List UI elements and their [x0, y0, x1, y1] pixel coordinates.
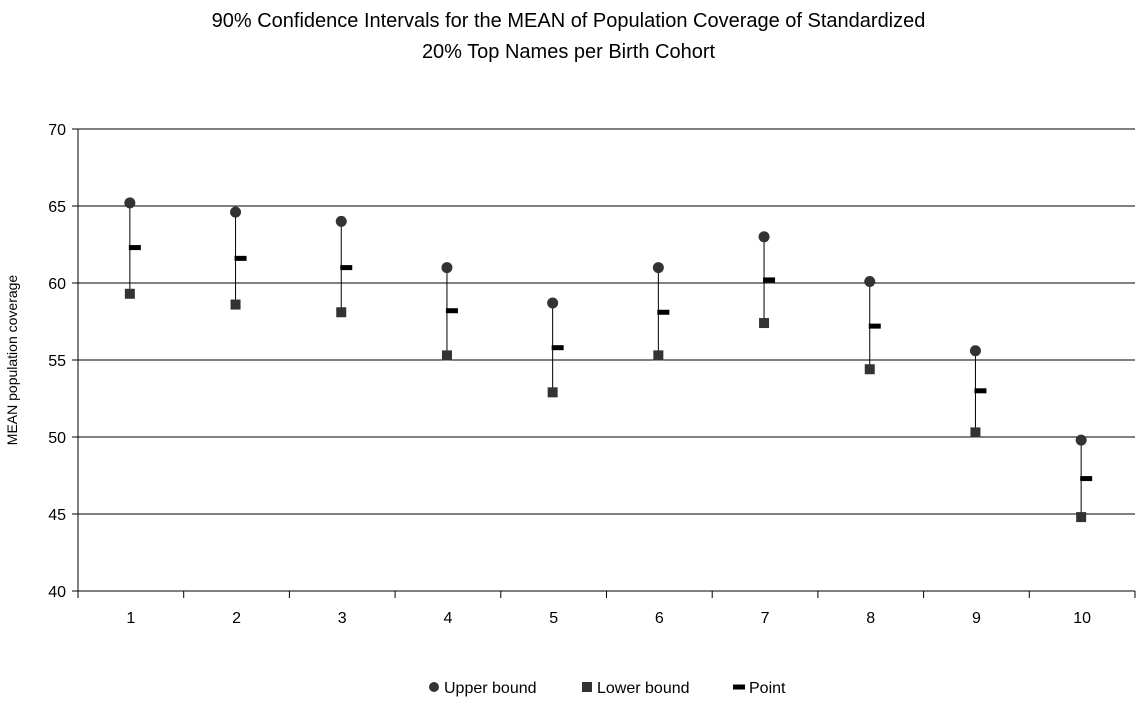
point-estimate-mark — [1080, 476, 1093, 482]
x-tick-label: 2 — [232, 610, 241, 627]
point-estimate-mark — [445, 308, 458, 314]
point-estimate-mark — [340, 265, 353, 271]
lower-bound-point — [1076, 512, 1087, 523]
point-estimate-mark — [551, 345, 564, 351]
x-tick-label: 9 — [972, 610, 981, 627]
legend-circle-icon — [429, 682, 439, 692]
lower-bound-point — [864, 364, 875, 375]
legend-square-icon — [582, 682, 592, 692]
legend-label: Point — [749, 680, 786, 697]
x-tick-label: 10 — [1073, 610, 1091, 627]
y-tick-label: 50 — [48, 430, 66, 447]
x-tick-label: 1 — [126, 610, 135, 627]
y-tick-label: 45 — [48, 507, 66, 524]
y-tick-label: 65 — [48, 199, 66, 216]
lower-bound-point — [230, 299, 241, 310]
point-estimate-mark — [974, 388, 987, 394]
lower-bound-point — [970, 427, 981, 438]
upper-bound-point — [969, 345, 981, 357]
upper-bound-point — [441, 262, 453, 274]
y-tick-label: 40 — [48, 584, 66, 601]
legend-item: Point — [733, 680, 786, 697]
legend: Upper bound Lower bound Point — [429, 680, 786, 697]
chart-title-line-2: 20% Top Names per Birth Cohort — [421, 41, 716, 63]
legend-dash-icon — [733, 684, 745, 690]
legend-item: Upper bound — [429, 680, 537, 697]
upper-bound-point — [758, 231, 770, 243]
gridlines — [78, 128, 1135, 515]
upper-bound-point — [230, 206, 242, 218]
lower-bound-point — [759, 318, 770, 329]
upper-bound-point — [547, 297, 559, 309]
x-tick-label: 6 — [655, 610, 664, 627]
upper-bound-point — [1075, 434, 1087, 446]
point-estimate-mark — [868, 323, 881, 329]
y-axis-label: MEAN population coverage — [4, 275, 20, 446]
point-estimate-mark — [128, 245, 141, 251]
upper-bound-point — [124, 197, 136, 209]
x-tick-label: 4 — [443, 610, 452, 627]
chart-title-line-1: 90% Confidence Intervals for the MEAN of… — [211, 10, 926, 32]
upper-bound-point — [335, 215, 347, 227]
upper-bound-point — [864, 275, 876, 287]
legend-label: Lower bound — [597, 680, 690, 697]
y-tick-label: 55 — [48, 353, 66, 370]
lower-bound-point — [653, 350, 664, 361]
data-marks — [124, 197, 1093, 523]
point-estimate-mark — [657, 309, 670, 315]
x-tick-label: 3 — [338, 610, 347, 627]
lower-bound-point — [336, 307, 347, 318]
x-tick-label: 8 — [866, 610, 875, 627]
point-estimate-mark — [234, 255, 247, 261]
y-tick-label: 60 — [48, 276, 66, 293]
legend-label: Upper bound — [444, 680, 537, 697]
x-tick-label: 7 — [761, 610, 770, 627]
chart-title: 90% Confidence Intervals for the MEAN of… — [0, 6, 1137, 68]
y-tick-label: 70 — [48, 122, 66, 139]
legend-item: Lower bound — [582, 680, 690, 697]
lower-bound-point — [441, 350, 452, 361]
axes — [72, 128, 1136, 598]
lower-bound-point — [547, 387, 558, 398]
x-tick-label: 5 — [549, 610, 558, 627]
upper-bound-point — [652, 262, 664, 274]
lower-bound-point — [124, 288, 135, 299]
point-estimate-mark — [763, 277, 776, 283]
